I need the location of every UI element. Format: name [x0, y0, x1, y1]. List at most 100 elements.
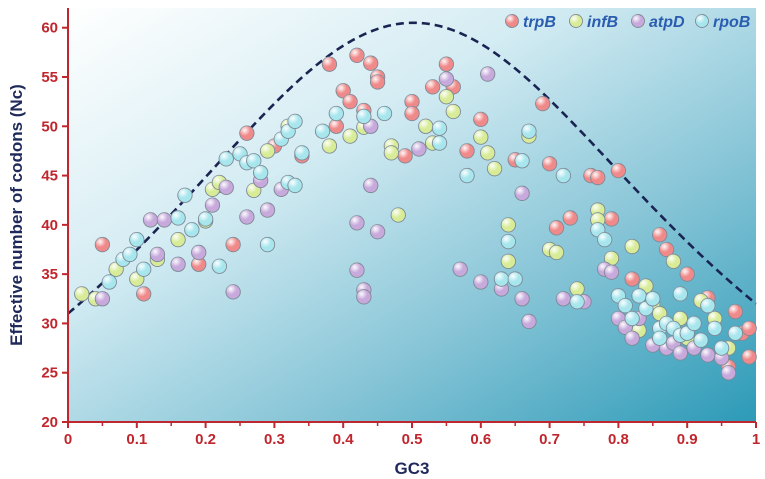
data-point-highlight [645, 291, 660, 306]
data-point-highlight [452, 262, 468, 277]
x-tick-label: 0.3 [264, 431, 285, 448]
data-point-highlight [514, 291, 530, 306]
data-point-highlight [225, 237, 241, 252]
data-point-highlight [315, 124, 330, 139]
y-tick-label: 20 [41, 414, 58, 431]
x-tick-label: 0.7 [539, 431, 560, 448]
x-tick-label: 0 [64, 431, 72, 448]
data-point-highlight [411, 141, 427, 157]
data-point-highlight [136, 262, 151, 277]
legend-label: infB [587, 14, 618, 31]
data-point-highlight [480, 145, 495, 161]
data-point-highlight [741, 349, 757, 365]
legend-marker-highlight [569, 14, 583, 28]
data-point-highlight [728, 326, 743, 341]
data-point-highlight [349, 48, 365, 63]
y-tick-label: 60 [41, 20, 58, 37]
data-point-highlight [439, 56, 454, 72]
data-point-highlight [624, 331, 640, 346]
data-point-highlight [260, 202, 275, 218]
data-point-highlight [342, 128, 358, 144]
axes-layer: 0 0.1 0.2 0.3 0.4 0.5 0.6 0.7 0.8 0.9 1 20 25 30 35 40 4… [41, 8, 760, 448]
x-tick-label: 0.4 [333, 431, 355, 448]
data-point-highlight [322, 56, 337, 72]
data-point-highlight [404, 94, 420, 109]
data-point-highlight [693, 332, 709, 348]
data-point-highlight [356, 109, 372, 124]
data-point-highlight [473, 112, 488, 127]
data-point-highlight [501, 217, 516, 233]
data-point-highlight [549, 245, 564, 260]
data-point-highlight [391, 207, 406, 223]
data-point-highlight [535, 96, 550, 111]
data-point-highlight [363, 178, 378, 193]
data-point-highlight [686, 316, 702, 331]
legend-item-rpoB: rpoB [695, 14, 750, 31]
data-point-highlight [741, 321, 757, 336]
data-point-highlight [74, 286, 89, 302]
data-point-highlight [673, 345, 688, 361]
data-point-highlight [590, 170, 605, 185]
legend-item-infB: infB [569, 14, 618, 31]
x-tick-label: 0.8 [608, 431, 629, 448]
y-tick-label: 45 [41, 168, 58, 185]
data-point-highlight [680, 266, 695, 282]
data-point-highlight [212, 259, 227, 274]
data-point-highlight [377, 106, 392, 121]
data-point-highlight [611, 163, 626, 178]
data-point-highlight [508, 271, 523, 287]
data-point-highlight [473, 274, 488, 290]
data-point-highlight [604, 211, 619, 227]
data-point-highlight [521, 124, 537, 139]
data-point-highlight [370, 224, 385, 239]
data-point-highlight [652, 227, 667, 242]
data-point-highlight [556, 168, 571, 183]
data-point-highlight [439, 89, 454, 104]
data-point-highlight [356, 289, 372, 305]
data-point-highlight [329, 106, 344, 121]
data-point-highlight [673, 286, 688, 302]
y-tick-label: 30 [41, 315, 58, 332]
data-point-highlight [624, 311, 640, 326]
data-point-highlight [666, 254, 681, 269]
legend-item-atpD: atpD [631, 14, 685, 31]
x-tick-label: 0.1 [126, 431, 147, 448]
data-point-highlight [384, 145, 399, 161]
data-point-highlight [246, 153, 261, 168]
data-point-highlight [446, 104, 461, 119]
data-point-highlight [728, 304, 743, 319]
data-point-highlight [514, 153, 530, 168]
data-point-highlight [363, 56, 378, 71]
data-point-highlight [514, 186, 530, 201]
data-point-highlight [569, 294, 585, 309]
data-point-highlight [170, 232, 186, 247]
data-point-highlight [721, 365, 736, 380]
legend-marker-highlight [695, 14, 709, 28]
data-point-highlight [342, 94, 358, 109]
data-point-highlight [219, 151, 234, 167]
data-point-highlight [521, 314, 537, 329]
data-point-highlight [336, 83, 351, 99]
data-point-highlight [129, 232, 144, 247]
data-point-highlight [260, 143, 275, 159]
data-point-highlight [501, 234, 516, 249]
data-point-highlight [432, 135, 447, 151]
data-point-highlight [397, 148, 413, 164]
data-point-highlight [239, 209, 255, 225]
data-point-highlight [191, 257, 206, 272]
data-point-highlight [205, 197, 220, 213]
legend-label: trpB [523, 14, 556, 31]
data-point-highlight [404, 106, 420, 121]
data-point-highlight [95, 291, 110, 306]
data-point-highlight [624, 239, 640, 254]
data-point-highlight [604, 251, 619, 266]
data-point-highlight [143, 212, 158, 228]
data-point-highlight [439, 71, 454, 87]
data-point-highlight [349, 215, 365, 231]
data-point-highlight [700, 347, 716, 363]
data-point-highlight [459, 143, 475, 159]
data-point-highlight [624, 271, 640, 287]
data-point-highlight [239, 125, 255, 141]
series-atpD [94, 66, 737, 381]
